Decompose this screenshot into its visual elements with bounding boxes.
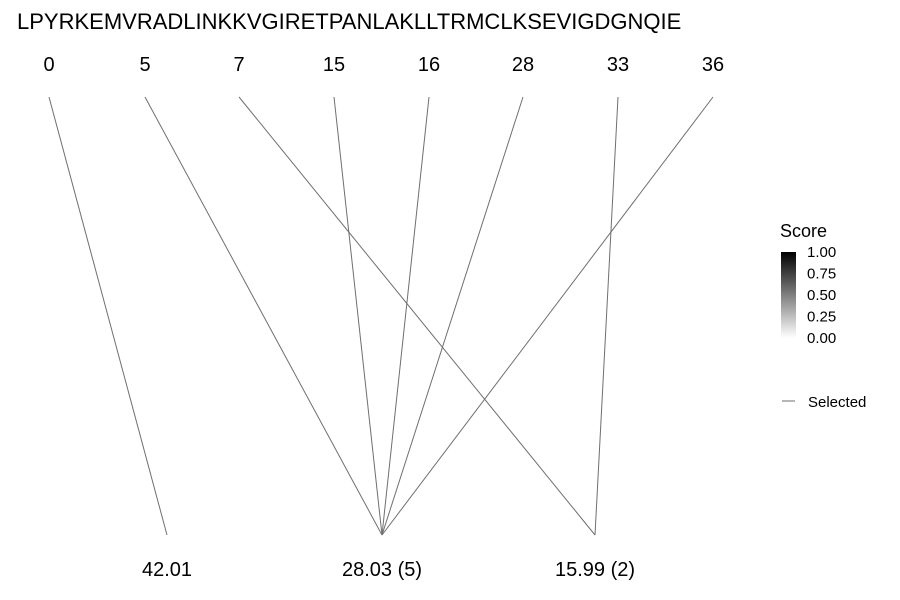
mass-shift-label: 15.99 (2): [555, 559, 635, 581]
top-labels-layer: 0 5 7 15 16 28 33 36: [43, 54, 724, 76]
link-line: [381, 96, 714, 536]
position-label: 33: [607, 54, 629, 76]
link-line: [594, 96, 619, 536]
link-line: [333, 96, 383, 536]
position-label: 5: [139, 54, 150, 76]
legend-tick-label: 0.25: [807, 309, 836, 326]
legend-color-bar: [781, 252, 796, 338]
link-line: [144, 96, 383, 536]
sequence-title: LPYRKEMVRADLINKKVGIRETPANLAKLLTRMCLKSEVI…: [17, 9, 681, 34]
legend-score-title: Score: [780, 221, 827, 241]
legend-ticks: 1.00 0.75 0.50 0.25 0.00: [807, 244, 836, 347]
link-line: [48, 96, 168, 536]
link-line: [238, 96, 596, 536]
position-label: 36: [702, 54, 724, 76]
position-label: 0: [43, 54, 54, 76]
mass-shift-label: 28.03 (5): [342, 559, 422, 581]
legend-tick-label: 0.75: [807, 266, 836, 283]
legend-tick-label: 1.00: [807, 244, 836, 261]
legend-tick-label: 0.50: [807, 287, 836, 304]
position-label: 7: [233, 54, 244, 76]
position-label: 15: [323, 54, 345, 76]
legend: Score 1.00 0.75 0.50 0.25 0.00 Selected: [780, 221, 866, 411]
legend-tick-label: 0.00: [807, 330, 836, 347]
legend-selected-label: Selected: [808, 394, 866, 411]
links-layer: [48, 96, 714, 536]
link-line: [381, 96, 524, 536]
link-line: [381, 96, 430, 536]
mass-shift-label: 42.01: [142, 559, 192, 581]
position-label: 28: [512, 54, 534, 76]
position-label: 16: [418, 54, 440, 76]
bottom-labels-layer: 42.01 28.03 (5) 15.99 (2): [142, 559, 635, 581]
